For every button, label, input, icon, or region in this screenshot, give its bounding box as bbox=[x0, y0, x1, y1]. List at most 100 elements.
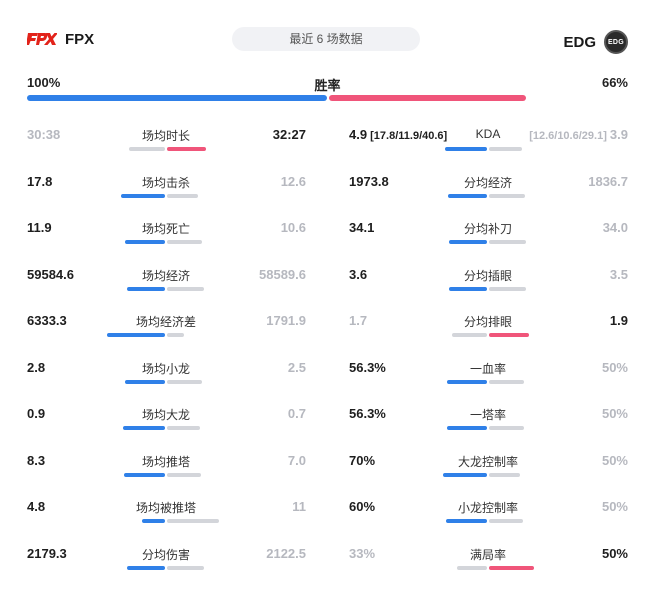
left-stat-left-bar bbox=[122, 426, 165, 430]
right-team-name: EDG bbox=[563, 33, 596, 51]
right-stat-right-bar bbox=[489, 472, 521, 477]
value-text: 2179.3 bbox=[27, 545, 67, 561]
value-text: 2.5 bbox=[287, 359, 306, 375]
right-stat-right-bar bbox=[489, 193, 526, 198]
right-stat-row: 1973.8 1836.7 分均经济 bbox=[349, 174, 628, 204]
value-text: 12.6 bbox=[280, 173, 306, 189]
left-stat-row: 0.9 0.7 场均大龙 bbox=[27, 406, 306, 436]
right-stat-right-bar bbox=[489, 379, 525, 384]
value-text: 58589.6 bbox=[259, 266, 306, 282]
left-stat-row: 2.8 2.5 场均小龙 bbox=[27, 360, 306, 390]
right-stat-label: 一血率 bbox=[469, 361, 507, 376]
left-stat-left-bar bbox=[142, 519, 165, 523]
value-text: 11.9 bbox=[27, 220, 52, 235]
left-stat-label: 场均击杀 bbox=[141, 175, 191, 190]
right-stat-right-bar bbox=[489, 519, 524, 523]
right-stat-right-value: 50% bbox=[602, 499, 628, 514]
left-stat-label: 场均经济差 bbox=[135, 315, 197, 329]
right-stat-left-bar bbox=[443, 472, 487, 477]
left-stat-left-value: 30:38 bbox=[27, 127, 60, 142]
value-detail: [12.6/10.6/29.1] bbox=[529, 130, 610, 142]
value-text: 56.3% bbox=[349, 359, 386, 375]
left-stat-label: 分均伤害 bbox=[141, 547, 191, 562]
left-stat-left-value: 8.3 bbox=[27, 453, 45, 468]
edg-logo-icon: EDG bbox=[604, 30, 628, 54]
left-stat-label: 场均小龙 bbox=[141, 361, 191, 376]
left-stat-left-bar bbox=[128, 147, 165, 151]
value-text: 8.3 bbox=[27, 452, 46, 468]
right-stat-left-value: 1973.8 bbox=[349, 174, 389, 189]
value-text: 4.8 bbox=[27, 499, 46, 514]
right-stat-left-value: 1.7 bbox=[349, 313, 367, 328]
left-stat-left-bar bbox=[124, 472, 165, 477]
left-stat-label: 场均经济 bbox=[141, 268, 191, 283]
left-stat-label: 场均被推塔 bbox=[135, 501, 197, 515]
right-stat-row: 60% 50% 小龙控制率 bbox=[349, 499, 628, 529]
left-stat-right-value: 2122.5 bbox=[266, 546, 306, 561]
right-stat-label: 小龙控制率 bbox=[457, 501, 519, 515]
fpx-logo-icon bbox=[27, 33, 57, 45]
right-stat-left-bar bbox=[451, 333, 487, 337]
right-stat-right-value: 1.9 bbox=[610, 313, 628, 328]
left-stat-row: 17.8 12.6 场均击杀 bbox=[27, 174, 306, 204]
left-stat-row: 59584.6 58589.6 场均经济 bbox=[27, 267, 306, 297]
right-stat-right-value: 50% bbox=[602, 546, 628, 561]
left-team-header[interactable]: FPX bbox=[27, 30, 94, 48]
right-stat-right-bar bbox=[489, 565, 535, 570]
left-stat-row: 8.3 7.0 场均推塔 bbox=[27, 453, 306, 483]
value-text: 70% bbox=[349, 452, 376, 468]
right-team-header[interactable]: EDG EDG bbox=[563, 30, 628, 54]
right-stat-left-value: 60% bbox=[349, 499, 375, 514]
value-text: 59584.6 bbox=[27, 266, 74, 282]
value-detail: [17.8/11.9/40.6] bbox=[367, 130, 448, 142]
right-stat-right-value: [12.6/10.6/29.1] 3.9 bbox=[529, 127, 628, 142]
left-stat-right-bar bbox=[167, 193, 199, 198]
left-stat-right-bar bbox=[167, 472, 202, 477]
right-stat-left-value: 33% bbox=[349, 546, 375, 561]
value-text: 60% bbox=[349, 499, 376, 514]
left-stat-right-value: 10.6 bbox=[281, 220, 306, 235]
value-text: 6333.3 bbox=[27, 313, 67, 328]
left-stat-right-value: 58589.6 bbox=[259, 267, 306, 282]
right-stat-left-bar bbox=[448, 193, 487, 198]
value-text: 33% bbox=[349, 545, 376, 561]
value-text: 30:38 bbox=[27, 127, 61, 142]
left-win-rate-bar bbox=[27, 95, 327, 101]
value-text: 3.6 bbox=[349, 266, 368, 282]
left-stat-row: 30:38 32:27 场均时长 bbox=[27, 127, 306, 157]
win-rate-label: 胜率 bbox=[314, 78, 341, 93]
right-stat-row: 1.7 1.9 分均排眼 bbox=[349, 313, 628, 343]
right-stat-left-value: 56.3% bbox=[349, 360, 386, 375]
left-stat-left-bar bbox=[125, 379, 165, 384]
value-text: 50% bbox=[601, 359, 628, 375]
left-stat-right-value: 1791.9 bbox=[266, 313, 306, 328]
right-stat-right-bar bbox=[489, 333, 529, 337]
right-stat-row: 56.3% 50% 一血率 bbox=[349, 360, 628, 390]
value-text: 50% bbox=[601, 499, 628, 514]
right-stat-left-value: 70% bbox=[349, 453, 375, 468]
left-stat-left-value: 6333.3 bbox=[27, 313, 67, 328]
right-stat-left-bar bbox=[449, 240, 487, 244]
right-stat-left-bar bbox=[457, 565, 487, 570]
left-stat-row: 6333.3 1791.9 场均经济差 bbox=[27, 313, 306, 343]
value-text: 2.8 bbox=[27, 359, 46, 375]
left-stat-right-bar bbox=[167, 240, 203, 244]
right-stat-row: 33% 50% 满局率 bbox=[349, 546, 628, 576]
right-stat-left-bar bbox=[448, 286, 487, 291]
win-rate-row: 100% 胜率 66% bbox=[27, 75, 628, 105]
right-stat-right-value: 50% bbox=[602, 406, 628, 421]
left-stat-right-bar bbox=[167, 426, 200, 430]
left-stat-left-bar bbox=[106, 333, 165, 337]
left-stat-right-bar bbox=[167, 565, 204, 570]
left-stat-left-value: 2179.3 bbox=[27, 546, 67, 561]
right-stat-right-value: 50% bbox=[602, 453, 628, 468]
right-stat-label: 一塔率 bbox=[469, 408, 507, 422]
right-stat-right-bar bbox=[489, 426, 525, 430]
right-stat-left-value: 34.1 bbox=[349, 220, 374, 235]
value-text: 1791.9 bbox=[266, 313, 306, 328]
right-stat-label: 满局率 bbox=[469, 547, 507, 562]
right-stat-row: 3.6 3.5 分均插眼 bbox=[349, 267, 628, 297]
right-stat-row: 4.9 [17.8/11.9/40.6] [12.6/10.6/29.1] 3.9… bbox=[349, 127, 628, 157]
recent-games-label[interactable]: 最近 6 场数据 bbox=[232, 27, 420, 51]
